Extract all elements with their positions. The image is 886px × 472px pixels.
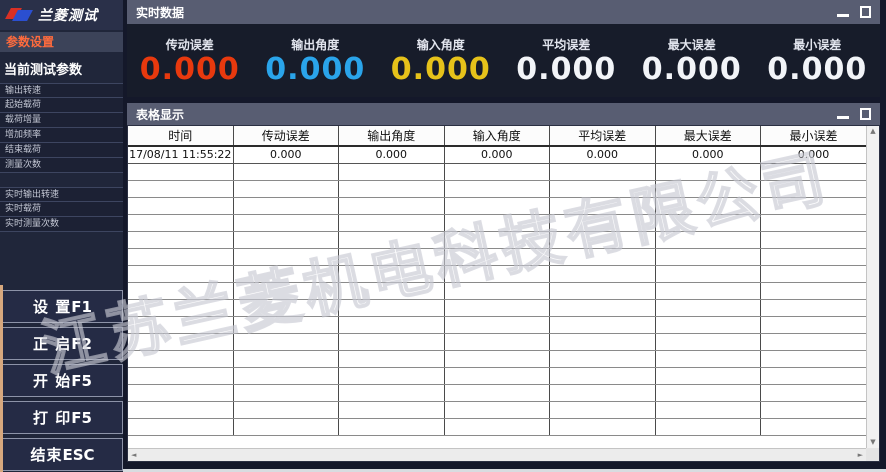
col-header-min-error: 最小误差	[760, 126, 866, 147]
table-row-empty	[128, 248, 866, 266]
param-item-measure-count[interactable]: 测量次数	[0, 158, 123, 173]
table-row-empty	[128, 333, 866, 351]
table-row-empty	[128, 282, 866, 300]
col-header-transmission-error: 传动误差	[233, 126, 339, 147]
end-button[interactable]: 结束 ESC	[3, 438, 123, 471]
scroll-right-icon[interactable]: ►	[857, 450, 863, 459]
metric-max-error: 最大误差 0.000	[641, 37, 742, 87]
metric-min-error: 最小误差 0.000	[767, 37, 868, 87]
window-edge-strip	[0, 285, 3, 472]
settings-button[interactable]: 设 置 F1	[3, 290, 123, 323]
param-item-output-speed[interactable]: 输出转速	[0, 83, 123, 98]
table-row-empty	[128, 350, 866, 368]
print-button[interactable]: 打 印 F5	[3, 401, 123, 434]
function-button-stack: 设 置 F1 正 启 F2 开 始 F5 打 印 F5 结束 ESC	[3, 286, 123, 471]
data-table: 时间 传动误差 输出角度 输入角度 平均误差 最大误差 最小误差 17/08/1…	[128, 126, 866, 436]
param-item-start-load[interactable]: 起始载荷	[0, 98, 123, 113]
table-wrap: 时间 传动误差 输出角度 输入角度 平均误差 最大误差 最小误差 17/08/1…	[127, 125, 880, 462]
param-item-increase-freq[interactable]: 增加频率	[0, 128, 123, 143]
table-row-empty	[128, 214, 866, 232]
table-panel-title: 表格显示	[136, 107, 185, 122]
app-title: 兰菱测试	[38, 8, 98, 24]
table-row-empty	[128, 401, 866, 419]
vertical-scrollbar[interactable]: ▲ ▼	[866, 126, 879, 448]
table-header-row: 时间 传动误差 输出角度 输入角度 平均误差 最大误差 最小误差	[128, 126, 866, 147]
col-header-input-angle: 输入角度	[444, 126, 550, 147]
section-parameter-settings[interactable]: 参数设置	[0, 32, 123, 52]
table-row-empty	[128, 384, 866, 402]
app-logo-icon	[5, 6, 33, 24]
realtime-panel-titlebar: 实时数据	[127, 0, 880, 24]
table-row-empty	[128, 265, 866, 283]
realtime-item-output-speed[interactable]: 实时输出转速	[0, 187, 123, 202]
table-row-empty	[128, 367, 866, 385]
param-list: 输出转速 起始载荷 载荷增量 增加频率 结束载荷 测量次数	[0, 83, 123, 173]
realtime-list: 实时输出转速 实时载荷 实时测量次数	[0, 187, 123, 232]
param-item-end-load[interactable]: 结束载荷	[0, 143, 123, 158]
maximize-icon[interactable]	[860, 108, 871, 120]
window-bottom-edge	[123, 469, 886, 472]
section-current-test-params: 当前测试参数	[4, 63, 83, 78]
data-grid-area: 时间 传动误差 输出角度 输入角度 平均误差 最大误差 最小误差 17/08/1…	[128, 126, 866, 448]
table-row-empty	[128, 163, 866, 181]
metric-output-angle: 输出角度 0.000	[265, 37, 366, 87]
table-row-empty	[128, 231, 866, 249]
forward-start-button[interactable]: 正 启 F2	[3, 327, 123, 360]
table-row-empty	[128, 418, 866, 436]
table-row-empty	[128, 299, 866, 317]
sidebar: 兰菱测试 参数设置 当前测试参数 输出转速 起始载荷 载荷增量 增加频率 结束载…	[0, 0, 123, 472]
scroll-up-icon[interactable]: ▲	[870, 127, 876, 135]
begin-button[interactable]: 开 始 F5	[3, 364, 123, 397]
col-header-time: 时间	[128, 126, 234, 147]
metric-input-angle: 输入角度 0.000	[390, 37, 491, 87]
realtime-metrics: 传动误差 0.000 输出角度 0.000 输入角度 0.000 平均误差 0.…	[127, 24, 880, 97]
table-row-empty	[128, 197, 866, 215]
app-header: 兰菱测试	[0, 0, 123, 30]
minimize-icon[interactable]	[837, 116, 849, 119]
scroll-down-icon[interactable]: ▼	[870, 438, 876, 446]
table-row-empty	[128, 180, 866, 198]
table-panel-titlebar: 表格显示	[127, 103, 880, 125]
param-item-load-increment[interactable]: 载荷增量	[0, 113, 123, 128]
minimize-icon[interactable]	[837, 14, 849, 17]
table-row-empty	[128, 316, 866, 334]
realtime-item-load[interactable]: 实时载荷	[0, 202, 123, 217]
horizontal-scrollbar[interactable]: ◄ ►	[128, 448, 866, 461]
metric-average-error: 平均误差 0.000	[516, 37, 617, 87]
main-area: 实时数据 传动误差 0.000 输出角度 0.000 输入角度 0.000 平均…	[123, 0, 886, 472]
realtime-item-measure-count[interactable]: 实时测量次数	[0, 217, 123, 232]
maximize-icon[interactable]	[860, 6, 871, 18]
metric-transmission-error: 传动误差 0.000	[139, 37, 240, 87]
scrollbar-corner	[866, 448, 879, 461]
scroll-left-icon[interactable]: ◄	[131, 450, 137, 459]
realtime-panel-title: 实时数据	[136, 5, 185, 20]
table-row[interactable]: 17/08/11 11:55:22 0.000 0.000 0.000 0.00…	[128, 146, 866, 164]
col-header-output-angle: 输出角度	[338, 126, 445, 147]
table-display-panel: 表格显示 时间 传动误差 输出角度 输入角度	[127, 103, 880, 462]
col-header-average-error: 平均误差	[549, 126, 656, 147]
realtime-data-panel: 实时数据 传动误差 0.000 输出角度 0.000 输入角度 0.000 平均…	[127, 0, 880, 97]
col-header-max-error: 最大误差	[655, 126, 761, 147]
